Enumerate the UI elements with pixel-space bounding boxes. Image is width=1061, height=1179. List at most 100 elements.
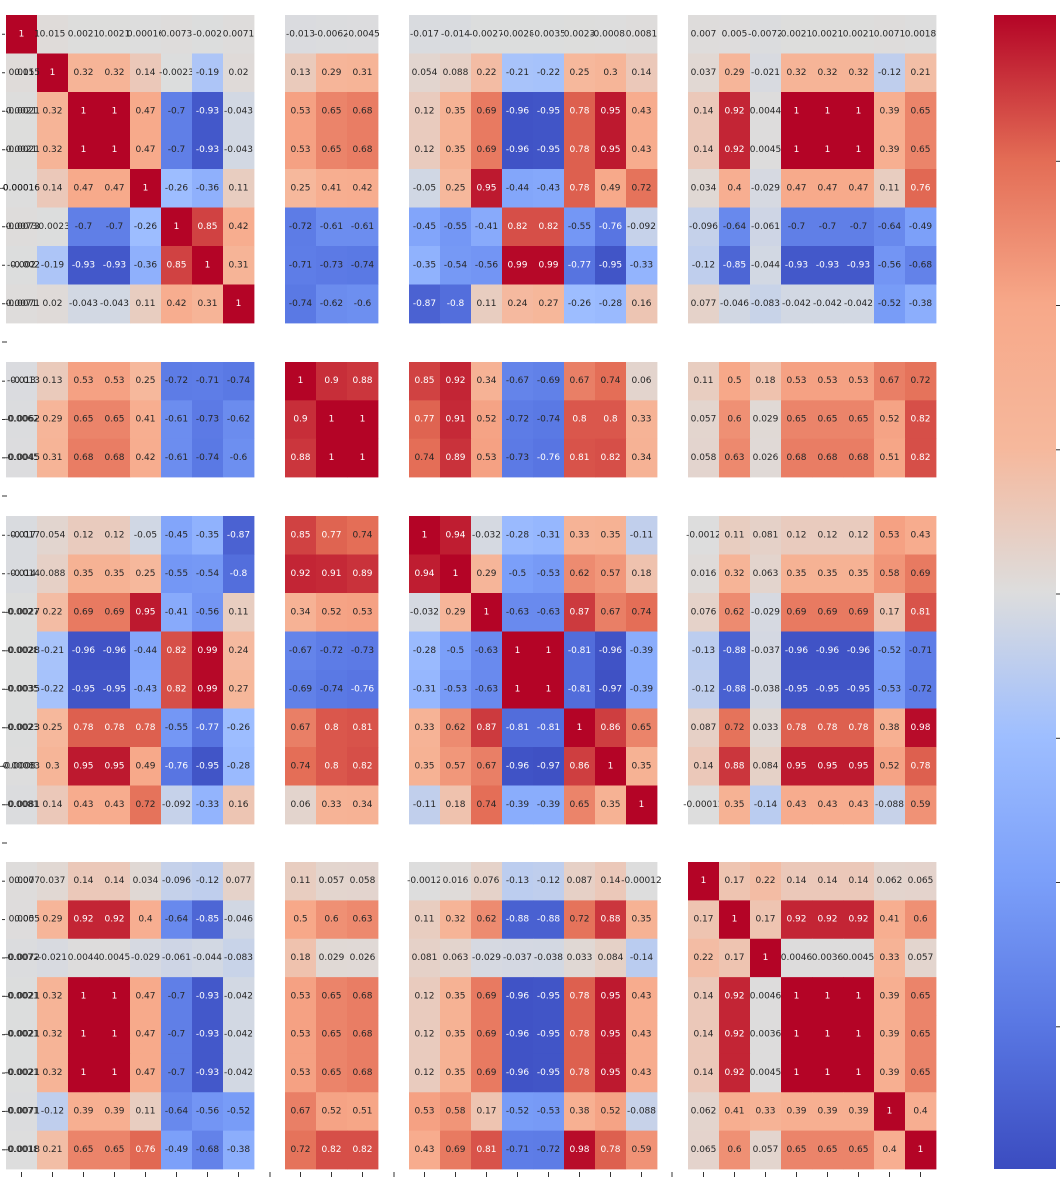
cell-value-label: 0.27: [228, 684, 248, 694]
cell-value-label: 0.39: [879, 1030, 899, 1040]
cell-value-label: 0.088: [443, 68, 469, 78]
cell-value-label: -0.93: [847, 260, 870, 270]
heatmap-cell: [502, 631, 534, 671]
cell-value-label: -0.56: [475, 260, 499, 270]
cell-value-label: 0.88: [352, 376, 372, 386]
cell-value-label: 0.015: [40, 29, 66, 39]
cell-value-label: -0.64: [165, 1106, 189, 1116]
heatmap-cell: [719, 92, 751, 131]
heatmap-cell: [564, 670, 596, 709]
heatmap-cell: [905, 169, 937, 208]
heatmap-cell: [843, 670, 875, 709]
cell-value-label: -0.39: [537, 800, 561, 810]
cell-value-label: -0.5: [447, 646, 465, 656]
cell-value-label: 0.14: [693, 1030, 713, 1040]
cell-value-label: 0.39: [879, 106, 899, 116]
heatmap-cell: [99, 670, 131, 709]
cell-value-label: 0.95: [786, 761, 806, 771]
cell-value-label: 0.32: [42, 1030, 62, 1040]
heatmap-cell: [440, 554, 472, 594]
cell-value-label: 0.82: [321, 1145, 341, 1155]
cell-value-label: 0.68: [848, 453, 868, 463]
cell-value-label: -0.96: [816, 646, 840, 656]
cell-value-label: 0.0023: [564, 29, 596, 39]
cell-value-label: -0.53: [444, 684, 467, 694]
cell-value-label: 1: [112, 1030, 118, 1040]
heatmap-cell: [812, 15, 844, 54]
heatmap-cell: [719, 862, 751, 901]
cell-value-label: 0.53: [290, 145, 310, 155]
cell-value-label: 0.39: [786, 1106, 806, 1116]
heatmap-cell: [223, 1130, 255, 1170]
cell-value-label: 0.5: [293, 915, 307, 925]
heatmap-cell: [843, 785, 875, 825]
heatmap-cell: [409, 169, 441, 208]
cell-value-label: 1: [732, 915, 738, 925]
row-tick-label: -0.002: [11, 260, 40, 270]
heatmap-cell: [564, 130, 596, 170]
heatmap-cell: [409, 593, 441, 632]
heatmap-cell: [812, 1092, 844, 1132]
heatmap-cell: [440, 977, 472, 1016]
heatmap-cell: [37, 15, 69, 54]
cell-value-label: 0.026: [753, 453, 779, 463]
cell-value-label: 1: [794, 1030, 800, 1040]
cell-value-label: 0.39: [73, 1106, 93, 1116]
heatmap-cell: [409, 1092, 441, 1132]
cell-value-label: 0.92: [290, 569, 310, 579]
heatmap-cell: [37, 169, 69, 208]
cell-value-label: 0.16: [631, 299, 651, 309]
cell-value-label: -0.35: [413, 260, 436, 270]
heatmap-cell: [316, 1015, 348, 1055]
heatmap-cell: [595, 169, 627, 208]
heatmap-cell: [161, 1053, 193, 1093]
cell-value-label: -0.72: [165, 376, 188, 386]
heatmap-cell: [471, 207, 503, 247]
heatmap-cell: [812, 169, 844, 208]
heatmap-cell: [812, 400, 844, 440]
cell-value-label: -0.044: [751, 260, 780, 270]
heatmap-cell: [843, 554, 875, 594]
heatmap-cell: [347, 1015, 379, 1055]
heatmap-cell: [285, 284, 317, 324]
heatmap-cell: [719, 246, 751, 285]
cell-value-label: -0.22: [41, 684, 64, 694]
heatmap-cell: [409, 938, 441, 978]
cell-value-label: 0.35: [445, 145, 465, 155]
heatmap-cell: [68, 169, 100, 208]
cell-value-label: 0.65: [817, 1145, 837, 1155]
heatmap-cell: [68, 362, 100, 401]
heatmap-cell: [223, 15, 255, 54]
heatmap-cell: [130, 900, 162, 940]
heatmap-cell: [688, 977, 720, 1016]
heatmap-cell: [719, 554, 751, 594]
heatmap-cell: [595, 977, 627, 1016]
heatmap-cell: [440, 1053, 472, 1093]
cell-value-label: -0.41: [475, 222, 498, 232]
cell-value-label: -0.31: [413, 684, 436, 694]
cell-value-label: 0.14: [693, 145, 713, 155]
cell-value-label: 0.057: [691, 415, 717, 425]
heatmap-cell: [161, 977, 193, 1016]
cell-value-label: 0.33: [631, 415, 651, 425]
cell-value-label: 0.31: [228, 260, 248, 270]
cell-value-label: -0.6: [354, 299, 372, 309]
cell-value-label: 0.17: [476, 1106, 496, 1116]
heatmap-cell: [192, 977, 224, 1016]
cell-value-label: 0.47: [817, 183, 837, 193]
cell-value-label: 0.39: [879, 1068, 899, 1078]
heatmap-cell: [471, 862, 503, 901]
cell-value-label: 0.85: [290, 530, 310, 540]
heatmap-cell: [564, 15, 596, 54]
colorbar-gradient: [994, 15, 1056, 1169]
heatmap-cell: [626, 400, 658, 440]
cell-value-label: -0.0028: [500, 29, 535, 39]
heatmap-cell: [595, 400, 627, 440]
heatmap-cell: [750, 284, 782, 324]
heatmap-cell: [874, 246, 906, 285]
cell-value-label: -0.67: [506, 376, 529, 386]
heatmap-cell: [595, 246, 627, 285]
cell-value-label: 0.65: [73, 415, 93, 425]
heatmap-cell: [316, 92, 348, 131]
cell-value-label: -0.017: [410, 29, 439, 39]
